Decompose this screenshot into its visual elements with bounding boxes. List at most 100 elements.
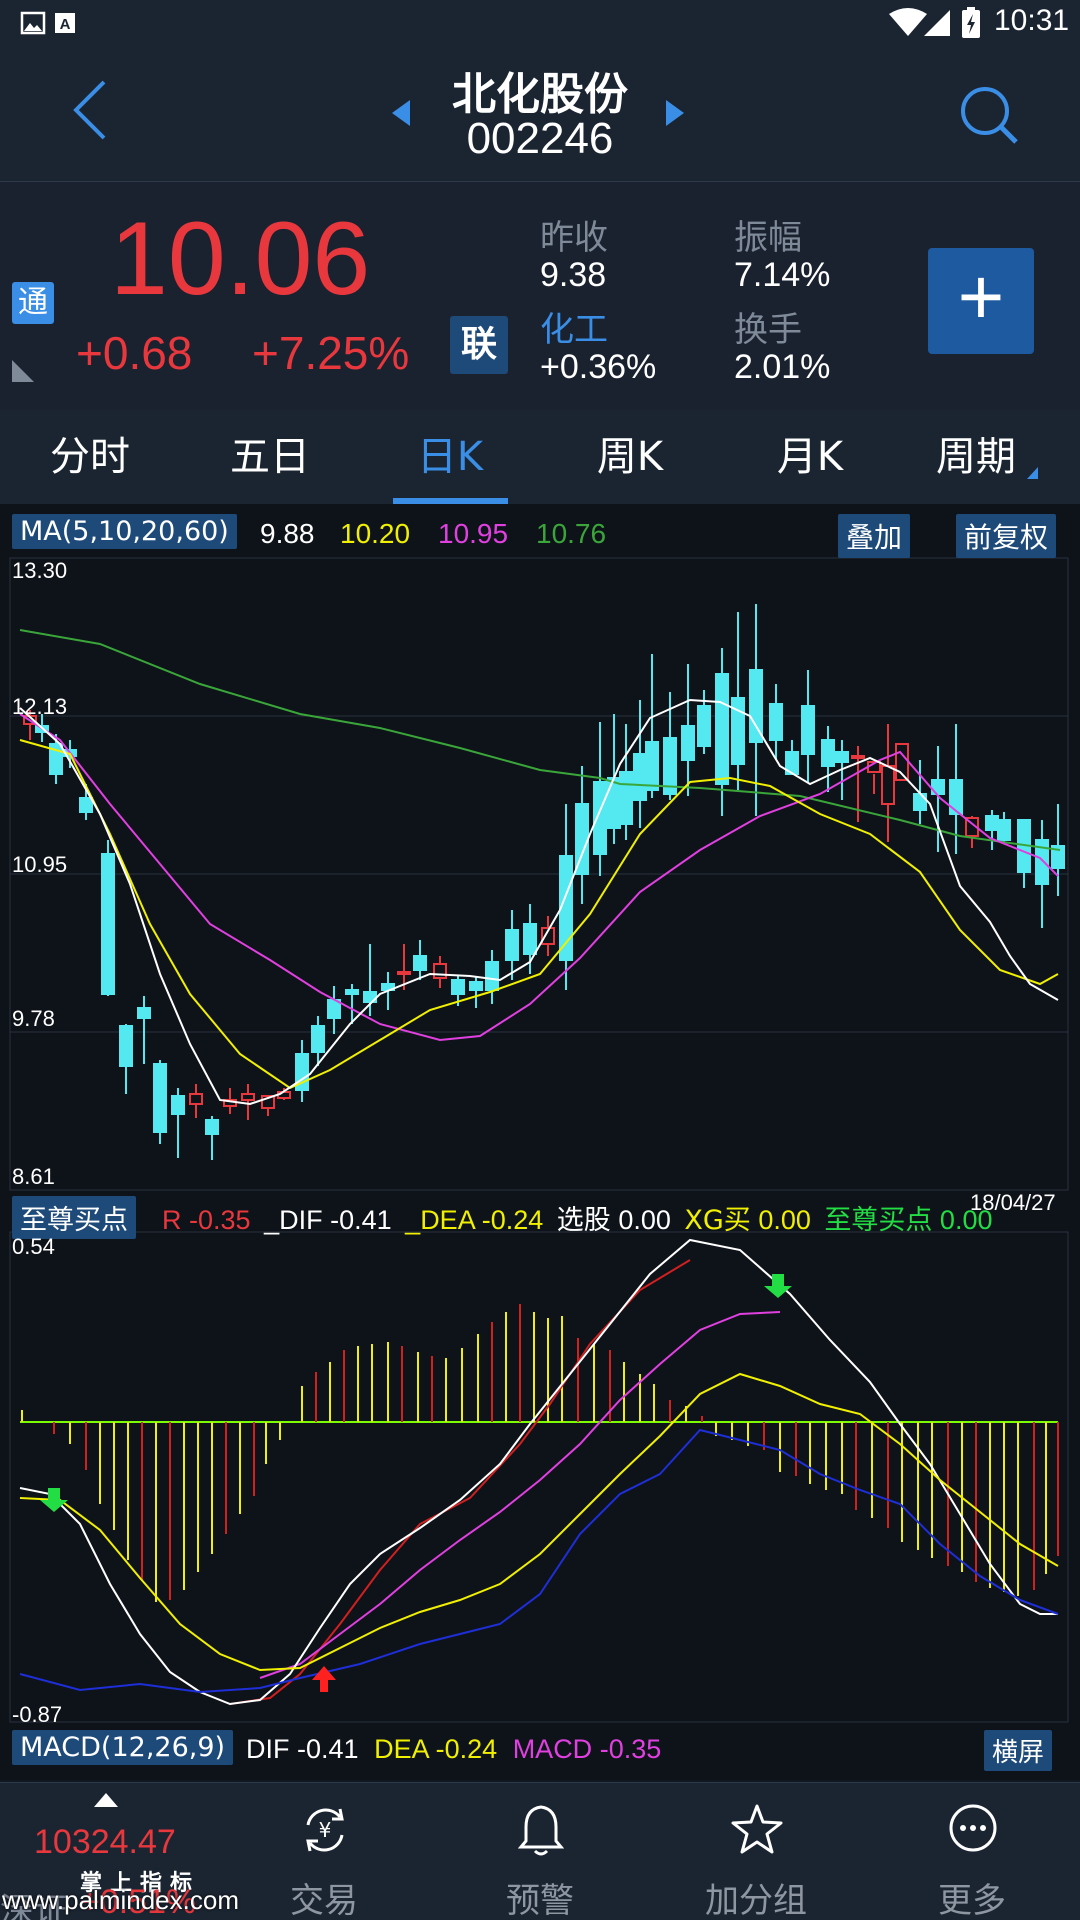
xgbuy-value: 0.00 [758, 1205, 811, 1235]
candle-body [171, 1095, 185, 1115]
tong-badge[interactable]: 通 [12, 282, 54, 324]
candle-body [835, 751, 849, 763]
macd-macd-value: -0.35 [599, 1734, 662, 1764]
candle-body [119, 1025, 133, 1067]
stock-header: 北化股份 002246 [0, 48, 1080, 182]
candle-body [949, 779, 963, 815]
trade-icon: ¥ [306, 1808, 344, 1852]
nav-trade-label: 交易 [290, 1881, 358, 1920]
adjust-button[interactable]: 前复权 [956, 514, 1057, 558]
dropdown-triangle-icon [1027, 467, 1038, 479]
wifi-icon [889, 8, 927, 36]
overlay-button[interactable]: 叠加 [838, 514, 911, 558]
svg-text:A: A [60, 16, 71, 33]
candle-body [189, 1093, 203, 1105]
price-change: +0.68 [76, 327, 193, 379]
expand-up-icon[interactable] [92, 1791, 120, 1809]
current-price: 10.06 [110, 201, 371, 317]
zzmd-value: 0.00 [939, 1205, 993, 1235]
candle-body [485, 961, 499, 991]
nav-more[interactable]: 更多 [872, 1783, 1072, 1920]
indicator-axis-max: 0.54 [12, 1234, 55, 1259]
tab-daily-k[interactable]: 日K [416, 434, 484, 480]
nav-add-group-label: 加分组 [705, 1881, 807, 1920]
status-bar: A 10:31 [0, 0, 1080, 48]
candle-body [931, 779, 945, 795]
ma5-line [19, 698, 1059, 1106]
kline-axis-4: 9.78 [12, 1006, 55, 1031]
sell-arrow-icon [40, 1488, 68, 1512]
indicator-values: R -0.35 _DIF -0.41 _DEA -0.24 选股 0.00 XG… [162, 1198, 992, 1237]
sector-label[interactable]: 化工 [540, 310, 608, 350]
index-name: 深证 [0, 1891, 68, 1920]
landscape-button[interactable]: 横屏 [984, 1730, 1053, 1771]
tab-five-day[interactable]: 五日 [230, 434, 310, 480]
prev-stock-icon[interactable] [390, 98, 412, 128]
tab-period-label: 周期 [936, 434, 1016, 480]
candle-body [451, 979, 465, 995]
candle-body [645, 741, 659, 791]
candle-body [821, 739, 835, 767]
indicator-label[interactable]: 至尊买点 [12, 1196, 136, 1239]
candle-body [79, 797, 93, 813]
tab-monthly-k[interactable]: 月K [776, 434, 844, 480]
indicator-frame [9, 1231, 1069, 1723]
nav-trade[interactable]: ¥ 交易 [224, 1783, 424, 1920]
bell-icon [518, 1805, 564, 1856]
zzmd-label: 至尊买点 [824, 1205, 933, 1236]
tab-weekly-k[interactable]: 周K [596, 434, 664, 480]
xg-value: 0.00 [618, 1205, 671, 1235]
candle-body [153, 1063, 167, 1133]
buy-arrow-icon [312, 1666, 336, 1692]
candle-body [801, 705, 815, 755]
macd-dea-label: DEA [374, 1734, 429, 1764]
dif-line [19, 1238, 1058, 1706]
candle-body [769, 703, 783, 741]
nav-alert[interactable]: 预警 [440, 1783, 640, 1920]
chart-area: MA(5,10,20,60) 9.88 10.20 10.95 10.76 叠加… [0, 504, 1080, 1780]
star-icon [731, 1804, 783, 1854]
svg-text:¥: ¥ [319, 1818, 332, 1842]
candle-body [523, 923, 537, 955]
chart-canvas[interactable] [0, 504, 1080, 1780]
candle-body [681, 725, 695, 761]
kline-axis-min: 8.61 [12, 1164, 55, 1189]
dif-label: _DIF [264, 1205, 323, 1235]
tab-period[interactable]: 周期 [900, 410, 1080, 504]
tab-intraday[interactable]: 分时 [50, 434, 130, 480]
candle-body [715, 673, 729, 785]
watermark: www.palmindex.com [2, 1885, 239, 1915]
gallery-icon [20, 11, 46, 35]
search-icon[interactable] [958, 84, 1020, 146]
lian-badge[interactable]: 联 [450, 316, 508, 374]
candle-body [749, 669, 763, 743]
candle-body [311, 1025, 325, 1053]
add-watchlist-button[interactable]: + [928, 248, 1034, 354]
nav-more-label: 更多 [938, 1881, 1006, 1920]
ma-label[interactable]: MA(5,10,20,60) [12, 514, 237, 549]
candle-body [413, 955, 427, 971]
ma60-value: 10.76 [536, 518, 607, 549]
bottom-nav: 10324.47 掌上指标 深证 +0.51% www.palmindex.co… [0, 1782, 1080, 1920]
candle-body [965, 817, 979, 837]
macd-label[interactable]: MACD(12,26,9) [12, 1730, 234, 1765]
macd-dea-value: -0.24 [435, 1734, 498, 1764]
nav-add-group[interactable]: 加分组 [656, 1783, 856, 1920]
turnover-value: 2.01% [734, 348, 831, 386]
candle-body [997, 819, 1011, 841]
back-arrow-icon[interactable] [70, 78, 110, 142]
candle-body [205, 1119, 219, 1135]
ma20-line [19, 713, 1059, 1042]
candle-body [397, 971, 411, 975]
r-value: -0.35 [189, 1205, 251, 1235]
xg-label: 选股 [556, 1205, 611, 1236]
dea-line [19, 1372, 1059, 1672]
candle-body [1035, 839, 1049, 885]
next-stock-icon[interactable] [664, 98, 686, 128]
candle-body [731, 697, 745, 765]
corner-triangle-icon [12, 360, 34, 382]
kline-axis-2: 12.13 [12, 694, 68, 719]
candle-body [345, 989, 359, 995]
candle-body [633, 753, 647, 801]
app-notification-icon: A [55, 13, 75, 33]
